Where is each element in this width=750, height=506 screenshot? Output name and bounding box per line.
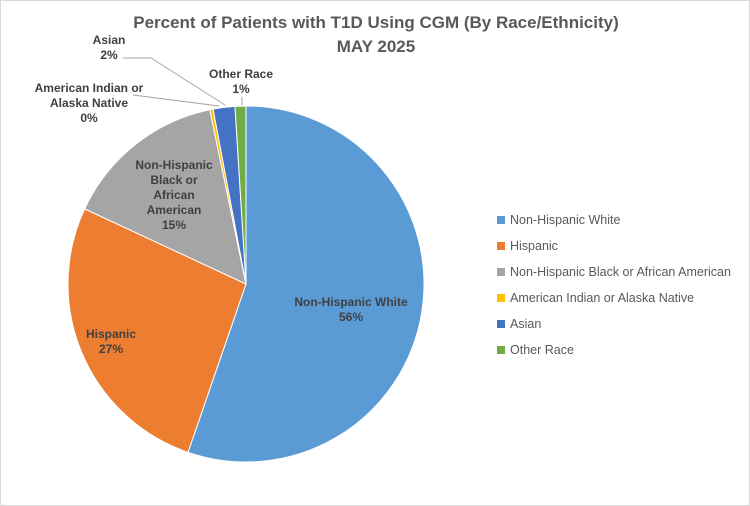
legend-label: Non-Hispanic Black or African American (510, 265, 731, 279)
chart-subtitle: MAY 2025 (336, 37, 416, 56)
legend-item: American Indian or Alaska Native (497, 285, 731, 311)
pie-slice-hispanic (67, 208, 247, 453)
data-label-aian: American Indian or Alaska Native 0% (34, 81, 144, 125)
legend-swatch (497, 320, 505, 328)
legend-label: American Indian or Alaska Native (510, 291, 695, 305)
legend-swatch (497, 242, 505, 250)
leader-line (132, 94, 220, 107)
data-label-other: Other Race 1% (208, 67, 274, 96)
legend-label: Non-Hispanic White (510, 213, 621, 227)
legend-swatch (497, 346, 505, 354)
legend-swatch (497, 268, 505, 276)
data-label-black: Non-Hispanic Black or African American 15… (135, 158, 213, 232)
data-label-white: Non-Hispanic White 56% (294, 295, 408, 324)
legend-swatch (497, 294, 505, 302)
data-label-asian: Asian 2% (92, 33, 126, 62)
legend-label: Other Race (510, 343, 574, 357)
pie-slice-non-hispanic-black-or-african-american (83, 109, 247, 285)
legend-item: Asian (497, 311, 731, 337)
legend-label: Asian (510, 317, 542, 331)
pie-slice-non-hispanic-white (187, 105, 425, 463)
pie-slice-other-race (234, 105, 247, 285)
legend-item: Hispanic (497, 233, 731, 259)
legend-item: Other Race (497, 337, 731, 363)
legend-item: Non-Hispanic White (497, 207, 731, 233)
leader-line (123, 57, 226, 106)
legend-item: Non-Hispanic Black or African American (497, 259, 731, 285)
legend-swatch (497, 216, 505, 224)
chart-title: Percent of Patients with T1D Using CGM (… (133, 13, 619, 32)
data-label-hispanic: Hispanic 27% (85, 327, 136, 356)
legend-label: Hispanic (510, 239, 558, 253)
legend: Non-Hispanic White Hispanic Non-Hispanic B… (497, 207, 731, 363)
